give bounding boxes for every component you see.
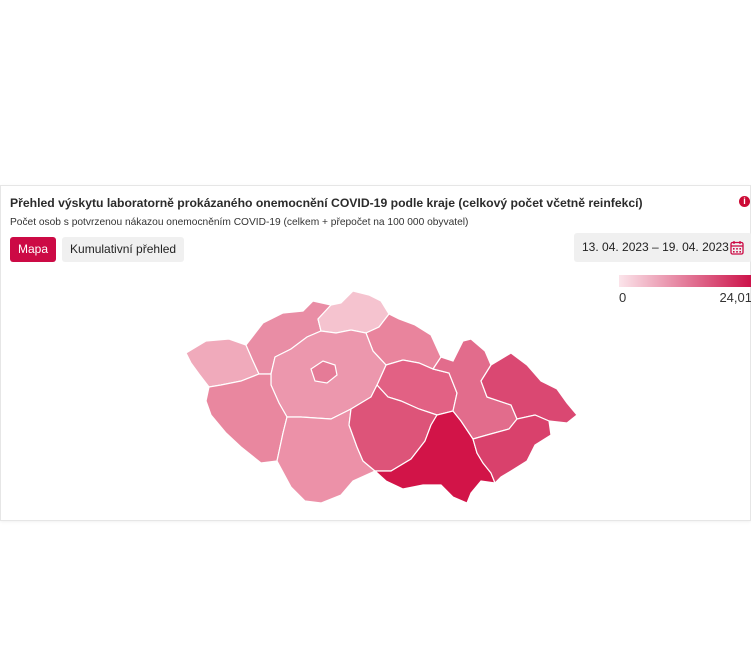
view-tabs: Mapa Kumulativní přehled: [10, 237, 185, 262]
tab-map[interactable]: Mapa: [10, 237, 57, 262]
date-range-picker[interactable]: 13. 04. 2023 – 19. 04. 2023: [574, 233, 751, 262]
card-subtitle: Počet osob s potvrzenou nákazou onemocně…: [10, 217, 469, 228]
chart-card: Přehled výskytu laboratorně prokázaného …: [0, 185, 751, 521]
legend-max-label: 24,01: [719, 290, 751, 305]
info-icon[interactable]: i: [739, 196, 750, 207]
region-zlinsky[interactable]: [472, 414, 552, 485]
tab-cumulative[interactable]: Kumulativní přehled: [62, 237, 185, 262]
region-jihocesky[interactable]: [276, 407, 377, 504]
color-legend: 0 24,01: [619, 275, 751, 311]
calendar-icon[interactable]: [730, 240, 744, 255]
card-title: Přehled výskytu laboratorně prokázaného …: [10, 196, 643, 210]
czech-regions-map: [185, 290, 578, 504]
region-moravskoslezsky[interactable]: [480, 352, 578, 424]
legend-min-label: 0: [619, 290, 627, 305]
legend-gradient: [619, 275, 751, 287]
date-range-label: 13. 04. 2023 – 19. 04. 2023: [582, 240, 729, 254]
region-praha[interactable]: [310, 360, 338, 384]
